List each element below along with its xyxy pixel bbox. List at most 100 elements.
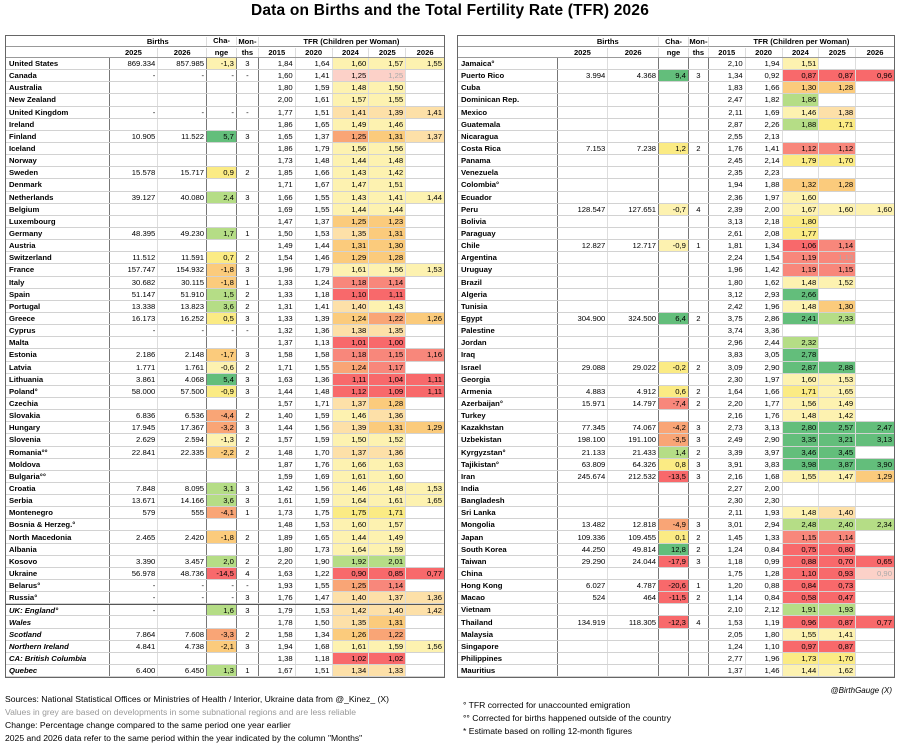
table-row: Peru 128.547 127.651 -0,7 4 2,39 2,00 1,67 1,60 1… [458, 203, 894, 216]
tfr-2024: 1,44 [782, 665, 820, 677]
births-2025 [110, 652, 159, 665]
country-name: Mexico [458, 106, 558, 118]
change-percent [659, 191, 689, 203]
births-2025: - [110, 592, 159, 604]
tfr-2024: 1,47 [332, 179, 370, 191]
tfr-2024: 0,75 [782, 543, 820, 555]
tfr-2025: 1,56 [369, 142, 407, 155]
change-percent [659, 349, 689, 361]
change-percent: -0,9 [207, 385, 237, 397]
months-count: 2 [689, 543, 709, 555]
births-2025 [558, 325, 609, 337]
tfr-2015: 1,57 [259, 397, 296, 410]
country-name: India [458, 482, 558, 495]
tfr-2025: 1,70 [819, 652, 857, 665]
change-percent: - [207, 70, 237, 82]
table-row: China 1,75 1,28 1,10 0,93 0,90 [458, 567, 894, 581]
table-row: Cuba 1,83 1,66 1,30 1,28 [458, 82, 894, 95]
change-percent: -3,2 [207, 422, 237, 434]
tfr-2020: 1,53 [296, 227, 333, 240]
tfr-2015: 1,80 [259, 82, 296, 94]
tfr-2026 [406, 228, 444, 239]
tfr-2024: 1,18 [332, 276, 370, 288]
births-2025: 15.971 [558, 397, 609, 410]
tfr-2020: 1,46 [296, 252, 333, 264]
tfr-2026 [856, 264, 894, 275]
tfr-2020: 3,05 [746, 349, 783, 361]
tfr-2025: 0,47 [819, 592, 857, 604]
births-2026: 49.230 [158, 227, 208, 240]
tfr-2024 [783, 495, 820, 507]
births-2026: 48.736 [158, 567, 208, 580]
months-count [237, 82, 259, 94]
months-count [689, 482, 709, 495]
country-name: Cuba [458, 82, 558, 94]
table-row: Mauritius 1,37 1,46 1,44 1,62 [458, 665, 894, 678]
tfr-2020: 1,58 [296, 349, 333, 361]
change-percent: 0,5 [207, 312, 237, 325]
births-2026 [158, 652, 208, 665]
change-percent [659, 130, 689, 142]
births-2026: 4.738 [158, 640, 208, 652]
tfr-2020: 1,96 [746, 652, 783, 665]
country-name: Canada [6, 70, 110, 82]
grey-values-note: Values in grey are based on developments… [5, 707, 356, 717]
country-name: Nicaragua [458, 130, 558, 142]
tfr-2026 [406, 301, 444, 312]
change-percent: -0,9 [659, 240, 689, 252]
change-percent: 5,4 [207, 373, 237, 385]
change-percent: 6,4 [659, 312, 689, 325]
months-count [689, 179, 709, 191]
tfr-2025: 0,73 [819, 580, 857, 592]
births-2026 [608, 604, 660, 616]
change-percent [659, 264, 689, 276]
tfr-2026 [856, 495, 894, 506]
change-percent: -1,8 [207, 264, 237, 276]
tfr-2026 [406, 204, 444, 215]
tfr-2020: 1,46 [746, 665, 783, 677]
tfr-2024: 1,60 [782, 373, 820, 385]
table-row: Northern Ireland 4.841 4.738 -2,1 3 1,94 1,68 1… [6, 640, 444, 653]
tfr-2024: 0,88 [782, 555, 820, 567]
tfr-2025: 1,44 [369, 203, 407, 215]
tfr-2026 [856, 289, 894, 300]
tfr-2026 [406, 289, 444, 300]
tfr-2015: 1,67 [259, 665, 296, 677]
tfr-2025: 1,48 [369, 482, 407, 495]
tfr-2020: 0,84 [746, 592, 783, 604]
tfr-2025: 1,36 [369, 446, 407, 458]
country-name: Finland [6, 130, 110, 142]
table-row: Mexico 2,11 1,69 1,46 1,38 [458, 106, 894, 119]
tfr-2024: 1,02 [332, 652, 370, 665]
births-header: Births [110, 36, 208, 46]
tfr-2025 [819, 191, 857, 203]
months-count: 3 [237, 312, 259, 325]
births-2025 [558, 106, 609, 118]
births-2025 [110, 240, 159, 252]
births-2025 [558, 58, 609, 70]
tfr-2015: 1,44 [259, 385, 296, 397]
births-2025 [110, 616, 159, 628]
table-row: Sri Lanka 2,11 1,93 1,48 1,40 [458, 507, 894, 520]
months-count: 2 [237, 434, 259, 446]
births-2025 [558, 410, 609, 422]
tfr-2026 [856, 58, 894, 69]
births-2026 [608, 252, 660, 264]
tfr-2015: 1,58 [259, 628, 296, 640]
births-2025: 39.127 [110, 191, 159, 203]
births-header: Births [558, 36, 660, 46]
tfr-2025: 1,37 [369, 592, 407, 604]
births-2025 [110, 94, 159, 106]
table-row: Japan 109.336 109.455 0,1 2 1,45 1,33 1,15 1,14 [458, 531, 894, 544]
table-row: Netherlands 39.127 40.080 2,4 3 1,66 1,55 1,43 1… [6, 191, 444, 204]
tfr-2025: 1,40 [369, 605, 407, 616]
births-2026 [608, 215, 660, 227]
tfr-2026: 0,77 [406, 567, 444, 580]
births-2026 [608, 665, 660, 677]
months-count [689, 130, 709, 142]
months-count: 1 [237, 507, 259, 519]
tfr-header: TFR (Children per Woman) [753, 36, 850, 46]
country-name: Brazil [458, 276, 558, 288]
months-count [237, 94, 259, 106]
country-name: Germany [6, 227, 110, 240]
